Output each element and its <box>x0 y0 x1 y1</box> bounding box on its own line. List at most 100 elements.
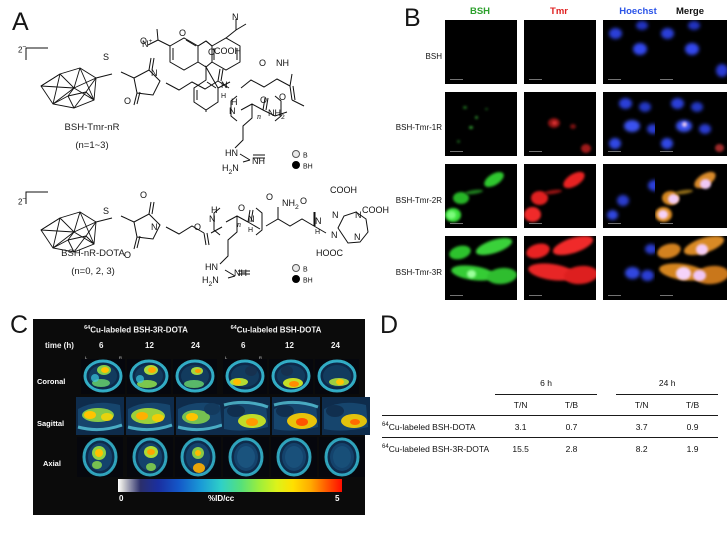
structure-bsh-nr-dota-drawing <box>25 191 369 279</box>
sub-header-tn-6h: T/N <box>513 399 528 410</box>
hollow-circle-icon <box>292 150 300 158</box>
structure-bsh-tmr-nr-drawing <box>25 47 305 109</box>
filled-circle-icon <box>292 160 300 169</box>
column-gap-3 <box>596 415 617 438</box>
ratio-table: 6 h 24 h T/N T/B T/N T/B 64Cu-labeled BS… <box>382 373 718 459</box>
atom-h2n-2: H2N <box>202 275 219 288</box>
sub-header-tb-6h: T/B <box>564 399 579 410</box>
tmr-fluorophore-drawing <box>147 19 247 112</box>
column-gap-2 <box>597 394 616 416</box>
atom-n-dota-3: N <box>331 230 338 240</box>
atom-o-9: O <box>194 222 202 232</box>
atom-n-2: N <box>151 222 158 232</box>
atom-n-dota-4: N <box>354 232 361 242</box>
atom-cooh-3: COOH <box>362 205 389 215</box>
orientation-mark-l-b: L <box>225 355 228 360</box>
value-bsh-3r-dota-tb-24h: 1.9 <box>667 437 718 459</box>
atom-o-6: O <box>260 95 268 105</box>
scale-bar <box>660 150 673 152</box>
hollow-circle-icon <box>292 264 300 272</box>
charge-label-1: 2− <box>18 44 27 55</box>
atom-nh-3: NH <box>252 156 265 166</box>
row-label-bsh-tmr-1r: BSH-Tmr-1R <box>395 123 442 132</box>
legend-b-1: B <box>292 150 313 161</box>
column-header-hoechst: Hoechst <box>619 6 657 17</box>
panel-c-pet-imaging: C 64Cu-labeled BSH-3R-DOTA 64Cu-labeled … <box>0 305 372 533</box>
charge-label-2: 2− <box>18 196 27 207</box>
legend-bh-2: BH <box>292 274 313 286</box>
micrograph-bsh-merge <box>655 20 727 84</box>
sub-header-tn-24h: T/N <box>634 399 649 410</box>
pet-timepoint-12b: 12 <box>285 341 294 350</box>
atom-o-4: O <box>259 58 267 68</box>
structure-2-name: BSH-nR-DOTA <box>61 248 125 259</box>
atom-n-bracket-2: N <box>209 214 216 224</box>
value-bsh-dota-tb-24h: 0.9 <box>667 415 718 438</box>
orientation-mark-r-a: R <box>119 355 122 360</box>
pet-timepoint-6b: 6 <box>241 341 246 350</box>
panel-b-letter: B <box>404 4 421 32</box>
orientation-mark-r-b: R <box>259 355 262 360</box>
pet-sagittal-3r-24h <box>176 397 224 435</box>
repeat-n-2: n <box>237 220 241 229</box>
atom-n-plus: N+ <box>142 38 153 49</box>
structure-2-stoichiometry: (n=0, 2, 3) <box>71 266 115 277</box>
micrograph-3r-merge <box>655 236 727 300</box>
scale-bar <box>660 294 673 296</box>
row-label-bsh-dota: 64Cu-labeled BSH-DOTA <box>382 415 496 438</box>
pet-colorbar <box>118 479 342 492</box>
empty-corner-cell <box>382 373 495 394</box>
panel-d-biodistribution-table: D 6 h 24 h T/N T/B T/N T/B 64Cu-labeled … <box>372 305 728 533</box>
micrograph-1r-merge <box>655 92 727 156</box>
micrograph-2r-green <box>445 164 517 228</box>
panel-b-fluorescence-microscopy: B BSH Tmr Hoechst Merge BSH BSH-Tmr-1R B… <box>396 0 728 305</box>
micrograph-2r-red <box>524 164 596 228</box>
structure-1-name: BSH-Tmr-nR <box>64 122 120 133</box>
panel-d-letter: D <box>380 311 399 339</box>
colorbar-max: 5 <box>335 494 340 503</box>
column-header-merge: Merge <box>676 6 704 17</box>
pet-axial-3r-24h <box>175 437 221 477</box>
atom-cooh-2: COOH <box>330 185 357 195</box>
filled-circle-icon <box>292 274 300 283</box>
scale-bar <box>529 150 542 152</box>
column-gap <box>597 373 616 394</box>
scale-bar <box>529 78 542 80</box>
scale-bar <box>450 222 463 224</box>
pet-coronal-3r-12h <box>127 359 171 394</box>
atom-o-1: O <box>140 36 148 46</box>
legend-boron-2: B BH <box>292 264 313 285</box>
atom-o-12: O <box>300 196 308 206</box>
atom-o-11: O <box>266 192 274 202</box>
atom-h-bracket-2: H <box>211 205 218 215</box>
group-header-24h: 24 h <box>616 373 718 395</box>
pet-coronal-dota-12h <box>269 359 313 394</box>
scale-bar <box>608 294 621 296</box>
row-label-bsh-tmr-2r: BSH-Tmr-2R <box>395 196 442 205</box>
atom-n-tmr: N <box>232 12 239 22</box>
atom-o-5: O <box>279 92 287 102</box>
scale-bar <box>529 222 542 224</box>
micrograph-bsh-red <box>524 20 596 84</box>
atom-o-10: O <box>238 203 246 213</box>
value-bsh-3r-dota-tb-6h: 2.8 <box>546 437 597 459</box>
atom-cooh-1: COOH <box>214 46 241 56</box>
structure-1-stoichiometry: (n=1~3) <box>75 140 109 151</box>
pet-time-axis-label: time (h) <box>45 341 74 350</box>
pet-timepoint-12a: 12 <box>145 341 154 350</box>
scale-bar <box>608 222 621 224</box>
pet-sagittal-3r-6h <box>76 397 124 435</box>
scale-bar <box>450 78 463 80</box>
row-label-bsh: BSH <box>425 52 442 61</box>
column-header-tmr: Tmr <box>550 6 568 17</box>
atom-hn-2: HN <box>205 262 218 272</box>
atom-s-2: S <box>103 206 110 216</box>
pet-axial-dota-6h <box>223 437 269 477</box>
micrograph-2r-merge <box>655 164 727 228</box>
legend-bh-1: BH <box>292 160 313 172</box>
repeat-n-1: n <box>257 112 261 121</box>
pet-row-label-sagittal: Sagittal <box>37 419 65 428</box>
atom-o-2: O <box>124 96 132 106</box>
